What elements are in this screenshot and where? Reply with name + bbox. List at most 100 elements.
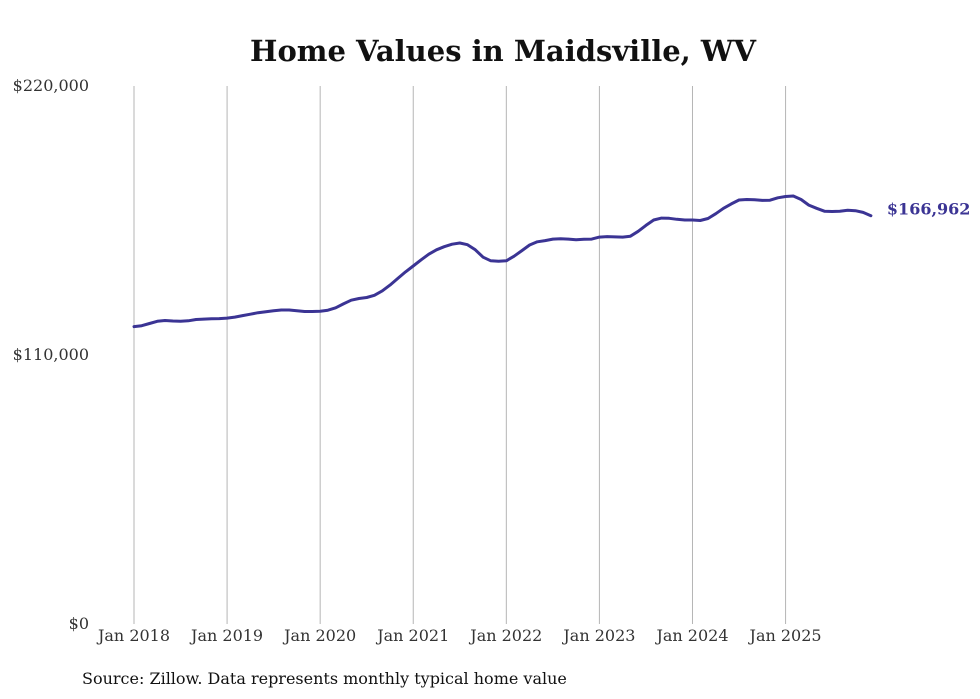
data-point-68: [660, 216, 663, 220]
data-point-61: [605, 235, 609, 238]
data-point-47: [497, 260, 500, 263]
end-value-label: $166,962: [887, 200, 971, 219]
data-point-28: [350, 299, 353, 302]
data-point-9: [202, 317, 205, 321]
data-point-30: [365, 296, 368, 299]
data-point-11: [218, 317, 221, 320]
data-point-71: [683, 218, 686, 222]
data-point-2: [148, 322, 151, 325]
data-point-57: [574, 238, 578, 241]
data-point-79: [745, 198, 748, 201]
data-point-6: [179, 320, 182, 323]
data-point-69: [668, 217, 671, 220]
data-point-17: [264, 310, 268, 313]
data-point-27: [342, 302, 345, 306]
data-point-38: [427, 253, 430, 256]
data-point-72: [691, 218, 694, 222]
data-point-20: [288, 308, 291, 312]
data-point-91: [838, 210, 841, 213]
data-point-24: [319, 310, 322, 313]
data-point-90: [830, 210, 834, 213]
data-point-44: [474, 248, 477, 251]
data-point-49: [512, 255, 516, 258]
data-point-32: [381, 289, 384, 293]
data-point-40: [443, 245, 446, 248]
y-tick-label-0: $0: [69, 614, 89, 633]
data-point-66: [644, 224, 648, 227]
data-point-92: [846, 209, 849, 212]
data-point-62: [613, 235, 617, 239]
data-point-21: [295, 309, 299, 312]
data-point-5: [171, 319, 174, 323]
x-tick-label-2023: Jan 2023: [561, 626, 635, 645]
y-tick-label-110000: $110,000: [13, 345, 89, 364]
data-point-39: [435, 248, 438, 251]
data-point-84: [784, 195, 787, 198]
data-point-73: [699, 219, 702, 222]
data-point-95: [869, 214, 873, 217]
data-point-89: [823, 210, 826, 213]
data-point-13: [233, 315, 236, 319]
data-point-75: [714, 212, 717, 215]
data-point-54: [551, 237, 555, 241]
data-point-53: [543, 239, 547, 242]
data-point-65: [637, 230, 640, 233]
data-point-25: [326, 309, 330, 312]
data-point-77: [730, 202, 733, 206]
data-point-14: [241, 314, 244, 317]
data-point-1: [140, 324, 143, 327]
data-point-67: [652, 218, 655, 222]
x-tick-label-2024: Jan 2024: [654, 626, 728, 645]
data-point-35: [404, 270, 407, 274]
data-point-80: [753, 198, 756, 201]
x-tick-label-2025: Jan 2025: [748, 626, 822, 645]
x-tick-label-2018: Jan 2018: [96, 626, 170, 645]
y-tick-label-220000: $220,000: [13, 76, 89, 95]
data-point-55: [559, 237, 562, 240]
series-line-0: [132, 194, 873, 329]
x-tick-label-2020: Jan 2020: [282, 626, 356, 645]
data-point-34: [396, 277, 399, 280]
data-point-46: [489, 259, 492, 262]
data-point-60: [598, 235, 601, 239]
data-point-43: [466, 243, 469, 246]
y-axis-tick-labels: $0 $110,000 $220,000: [13, 76, 89, 633]
data-point-42: [458, 241, 461, 245]
data-point-18: [272, 309, 275, 312]
data-point-64: [629, 235, 632, 238]
data-point-23: [311, 310, 314, 313]
data-point-22: [303, 310, 306, 313]
data-point-51: [528, 243, 531, 247]
data-point-88: [815, 207, 818, 210]
data-point-86: [799, 198, 803, 201]
data-point-41: [450, 243, 454, 246]
source-note: Source: Zillow. Data represents monthly …: [82, 669, 567, 688]
data-point-8: [194, 318, 198, 321]
data-point-7: [187, 319, 190, 322]
data-point-52: [536, 240, 539, 243]
x-tick-label-2021: Jan 2021: [375, 626, 449, 645]
data-point-56: [567, 237, 570, 241]
data-point-76: [722, 207, 725, 210]
data-point-45: [481, 256, 485, 259]
vertical-gridlines: [133, 86, 787, 624]
data-point-50: [520, 249, 524, 252]
data-point-29: [357, 297, 361, 300]
data-point-85: [792, 194, 795, 198]
data-point-16: [256, 311, 260, 314]
x-tick-label-2022: Jan 2022: [468, 626, 542, 645]
data-point-26: [334, 306, 337, 309]
data-point-82: [768, 199, 772, 202]
data-point-4: [163, 319, 167, 322]
data-point-31: [373, 294, 376, 297]
series-layer: $166,962: [132, 194, 971, 329]
data-point-37: [419, 258, 423, 262]
data-point-10: [210, 317, 213, 320]
x-tick-label-2019: Jan 2019: [189, 626, 263, 645]
data-point-81: [761, 199, 764, 202]
data-point-19: [280, 308, 283, 312]
data-point-33: [388, 283, 392, 287]
x-axis-tick-labels: Jan 2018 Jan 2019 Jan 2020 Jan 2021 Jan 2022…: [96, 626, 822, 645]
data-point-3: [156, 320, 159, 323]
